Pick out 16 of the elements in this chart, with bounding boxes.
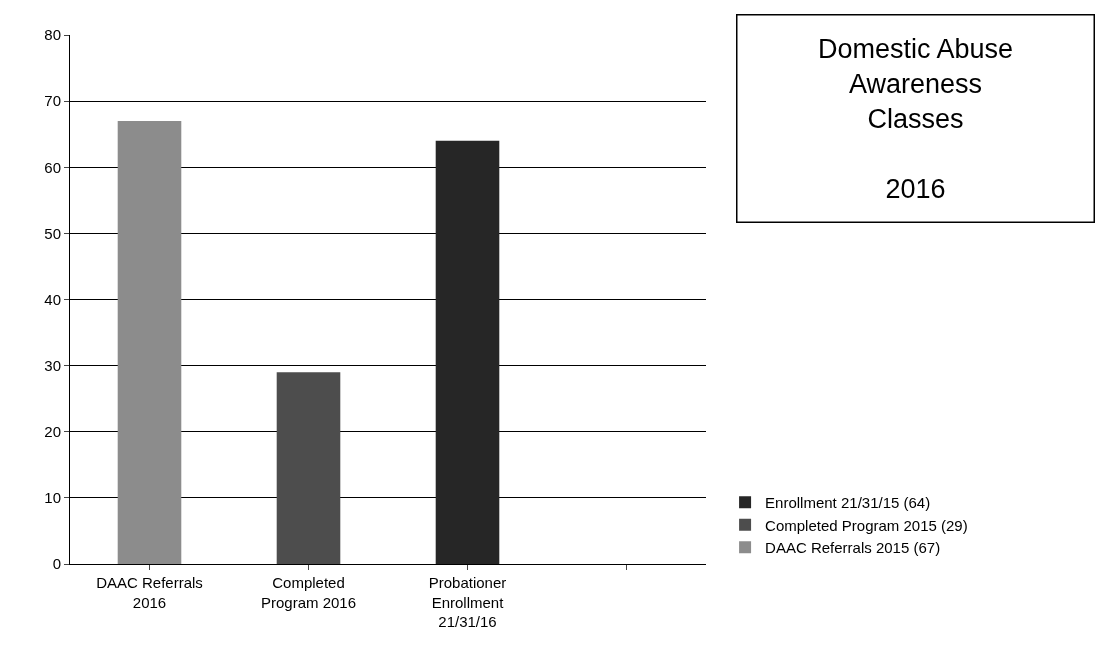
legend-label: DAAC Referrals 2015 (67) — [765, 539, 941, 557]
x-tick-label: DAAC Referrals 2016 — [96, 574, 203, 611]
y-tick-label: 10 — [44, 489, 61, 507]
y-tick-label: 30 — [44, 356, 61, 374]
x-tick-label: Completed Program 2016 — [260, 574, 357, 611]
y-tick-label: 50 — [44, 224, 61, 242]
y-tick-label: 40 — [44, 290, 61, 308]
y-tick-label: 20 — [44, 423, 61, 440]
legend-label: Completed Program 2015 (29) — [765, 516, 968, 534]
y-tick-label: 60 — [44, 158, 61, 176]
legend-label: Enrollment 21/31/15 (64) — [765, 494, 931, 512]
y-tick-label: 80 — [44, 26, 61, 44]
x-tick-label: Probationer Enrollment 21/31/16 — [428, 574, 507, 630]
chart-title: Domestic Abuse Awareness Classes 2016 — [817, 33, 1014, 204]
y-tick-label: 70 — [44, 92, 61, 110]
y-tick-label: 0 — [52, 555, 61, 573]
